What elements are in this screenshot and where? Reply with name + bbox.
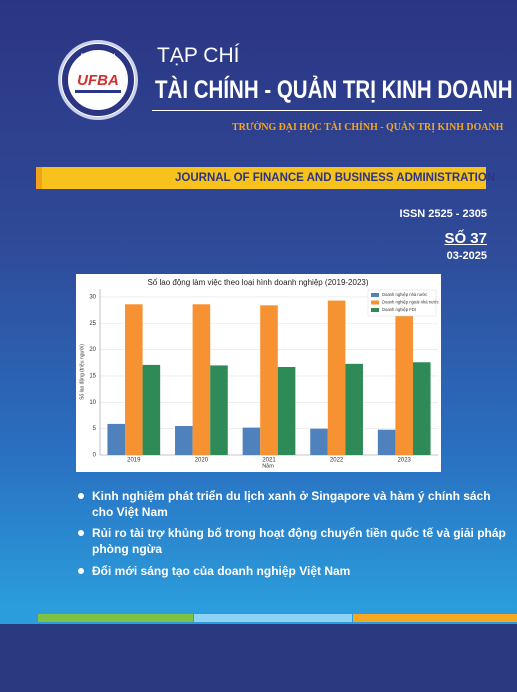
x-tick-label: 2021 [262,458,276,464]
masthead: TÀI CHÍNH - QUẢN TRỊ KINH DOANH [155,76,513,104]
journal-name: JOURNAL OF FINANCE AND BUSINESS ADMINIST… [175,172,496,184]
article: Kinh nghiệm phát triển du lịch xanh ở Si… [78,488,512,520]
x-axis-label: Năm [262,463,274,469]
bar [327,300,346,455]
bar [142,364,161,455]
chart-title: Số lao động làm việc theo loại hình doan… [147,278,368,287]
stripe [194,614,352,622]
bar [210,365,228,455]
logo-top: BỘ TÀI CHÍNH [81,51,116,59]
chart-box: Số lao động làm việc theo loại hình doan… [76,274,441,472]
bar [345,363,363,455]
y-tick-label: 20 [89,347,96,353]
footer-band [0,624,517,692]
kicker: TẠP CHÍ [157,44,240,67]
legend-box [367,289,437,317]
article: Đổi mới sáng tạo của doanh nghiệp Việt N… [78,563,512,579]
y-tick-label: 25 [89,321,96,327]
publisher: TRƯỜNG ĐẠI HỌC TÀI CHÍNH - QUẢN TRỊ KINH… [232,121,504,133]
legend-label: Doanh nghiệp ngoài nhà nước [382,300,439,305]
legend-swatch [371,300,379,305]
stripe [353,614,517,622]
bar [242,427,261,455]
bar [260,305,278,455]
stripe [38,614,193,622]
y-tick-label: 5 [93,426,97,432]
logo-art: BỘ TÀI CHÍNH UFBA [62,44,134,116]
rule [152,110,482,111]
issue-number: SỐ 37 [444,230,487,247]
issue-date: 03-2025 [446,250,487,262]
y-tick-label: 0 [93,453,97,459]
legend-swatch [371,308,379,312]
bar [125,304,143,455]
y-axis-label: Số lao động (triệu người) [79,344,85,400]
article: Rủi ro tài trợ khủng bố trong hoạt động … [78,525,512,557]
bar [192,304,211,455]
y-tick-label: 15 [89,374,96,380]
chart: Số lao động làm việc theo loại hình doan… [79,278,439,469]
bar [310,428,328,455]
bar [277,366,296,455]
bar [412,362,431,455]
x-tick-label: 2023 [398,458,412,464]
issn: ISSN 2525 - 2305 [399,208,487,220]
legend-label: Doanh nghiệp FDI [382,307,416,312]
logo-name: UFBA [77,72,119,89]
bar [175,426,193,455]
legend-label: Doanh nghiệp nhà nước [382,292,427,297]
x-tick-label: 2020 [195,458,209,464]
bar [377,429,396,455]
journal-band [36,167,486,189]
y-tick-label: 10 [89,400,96,406]
logo: BỘ TÀI CHÍNH UFBA [58,40,138,120]
x-tick-label: 2019 [127,458,141,464]
legend-swatch [371,293,379,297]
bar [107,423,126,455]
x-tick-label: 2022 [330,458,344,464]
y-tick-label: 30 [89,294,96,300]
bar [395,312,413,455]
